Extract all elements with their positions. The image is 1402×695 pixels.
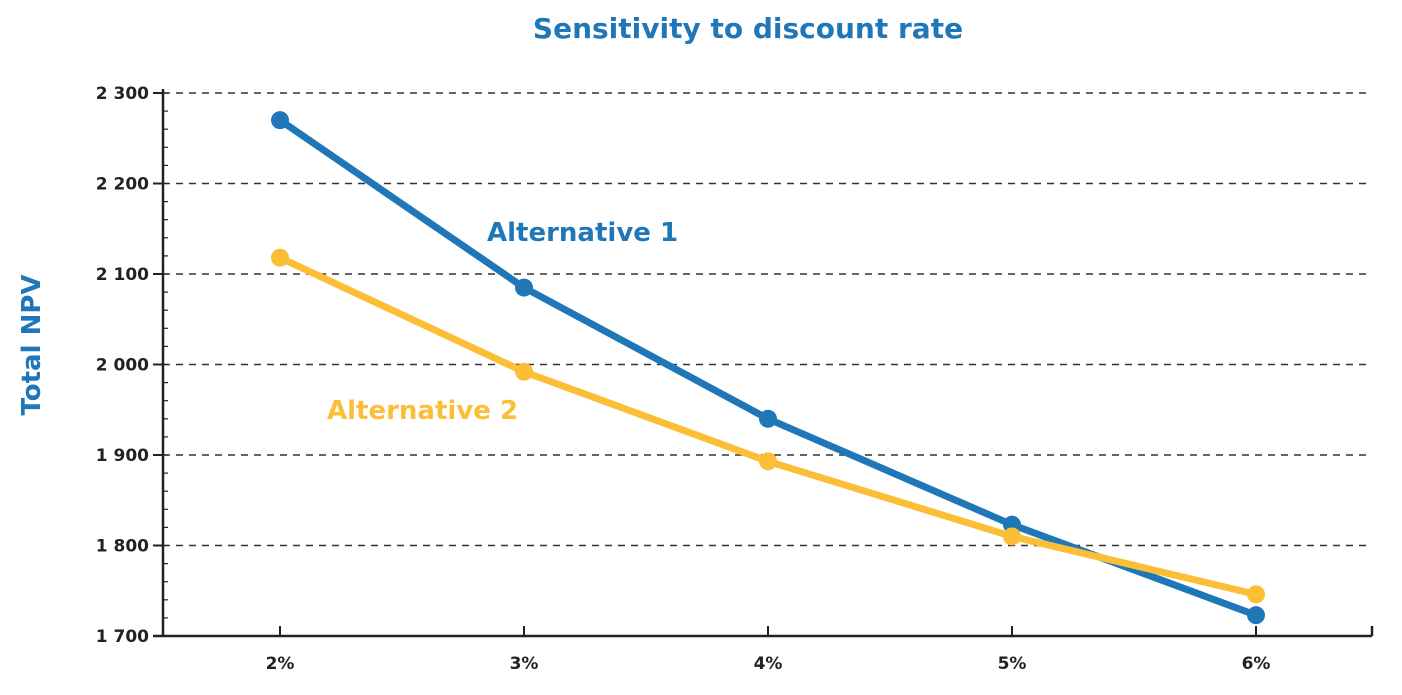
data-point-alternative-2	[759, 452, 777, 471]
y-tick-label: 2 000	[96, 356, 149, 376]
data-point-alternative-2	[271, 248, 289, 267]
x-tick-label: 3%	[510, 654, 539, 674]
axes	[153, 89, 1374, 638]
x-tick-label: 6%	[1242, 654, 1271, 674]
data-point-alternative-1	[1247, 606, 1265, 625]
x-tick-labels: 2% 3% 4% 5% 6%	[266, 654, 1271, 674]
gridlines	[163, 92, 1372, 547]
y-tick-label: 1 700	[96, 627, 149, 647]
data-point-alternative-2	[515, 362, 533, 381]
data-point-alternative-2	[1003, 527, 1021, 546]
y-tick-label: 1 900	[96, 446, 149, 466]
data-point-alternative-1	[759, 409, 777, 428]
series-labels: Alternative 1 Alternative 2	[327, 218, 678, 426]
data-point-alternative-2	[1247, 585, 1265, 604]
x-tick-label: 5%	[998, 654, 1027, 674]
y-axis-label: Total NPV	[17, 274, 47, 415]
data-point-alternative-1	[271, 111, 289, 130]
chart-title: Sensitivity to discount rate	[533, 12, 963, 45]
y-tick-label: 2 300	[96, 84, 149, 104]
series-group	[271, 111, 1265, 625]
x-tick-label: 4%	[754, 654, 783, 674]
series-label-alternative-2: Alternative 2	[327, 396, 518, 426]
series-line-alternative-1	[276, 116, 1260, 619]
y-tick-label: 1 800	[96, 537, 149, 557]
y-tick-labels: 1 700 1 800 1 900 2 000 2 100 2 200 2 300	[96, 84, 149, 647]
x-tick-label: 2%	[266, 654, 295, 674]
y-tick-label: 2 200	[96, 175, 149, 195]
series-label-alternative-1: Alternative 1	[487, 218, 678, 248]
y-tick-label: 2 100	[96, 265, 149, 285]
data-point-alternative-1	[515, 278, 533, 297]
